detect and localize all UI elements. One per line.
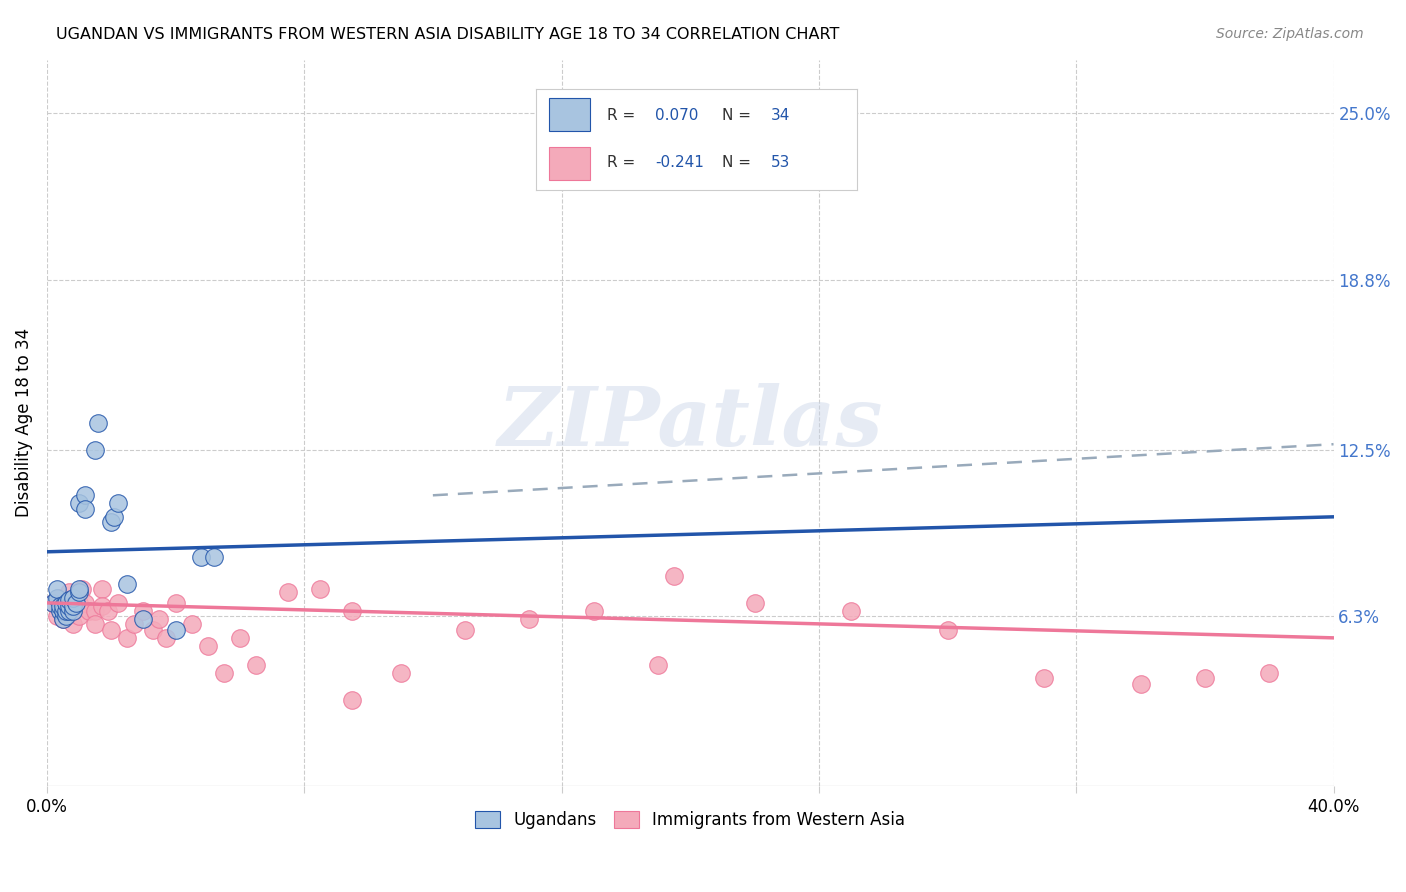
Point	[190, 550, 212, 565]
Point	[58, 604, 80, 618]
Point	[117, 577, 139, 591]
Point	[58, 593, 80, 607]
Point	[75, 596, 97, 610]
Point	[519, 612, 541, 626]
Point	[744, 596, 766, 610]
Point	[49, 591, 72, 605]
Point	[55, 604, 77, 618]
Point	[117, 631, 139, 645]
Point	[58, 585, 80, 599]
Point	[55, 596, 77, 610]
Point	[1129, 676, 1152, 690]
Point	[84, 617, 107, 632]
Point	[55, 596, 77, 610]
Text: UGANDAN VS IMMIGRANTS FROM WESTERN ASIA DISABILITY AGE 18 TO 34 CORRELATION CHAR: UGANDAN VS IMMIGRANTS FROM WESTERN ASIA …	[56, 27, 839, 42]
Point	[67, 596, 90, 610]
Point	[49, 604, 72, 618]
Point	[58, 599, 80, 613]
Point	[245, 657, 267, 672]
Point	[229, 631, 252, 645]
Point	[67, 609, 90, 624]
Point	[45, 609, 67, 624]
Point	[342, 604, 364, 618]
Point	[155, 631, 177, 645]
Point	[67, 582, 90, 597]
Point	[936, 623, 959, 637]
Point	[1258, 665, 1281, 680]
Point	[72, 582, 94, 597]
Point	[582, 114, 605, 128]
Point	[52, 604, 75, 618]
Point	[52, 604, 75, 618]
Point	[100, 623, 122, 637]
Point	[45, 582, 67, 597]
Point	[165, 596, 187, 610]
Point	[1033, 671, 1056, 685]
Point	[49, 599, 72, 613]
Text: Source: ZipAtlas.com: Source: ZipAtlas.com	[1216, 27, 1364, 41]
Point	[107, 496, 129, 510]
Point	[582, 604, 605, 618]
Point	[277, 585, 299, 599]
Point	[77, 604, 100, 618]
Point	[103, 509, 125, 524]
Point	[342, 692, 364, 706]
Point	[389, 665, 412, 680]
Point	[90, 582, 112, 597]
Point	[309, 582, 332, 597]
Point	[42, 596, 65, 610]
Point	[97, 604, 120, 618]
Point	[62, 599, 84, 613]
Point	[132, 604, 155, 618]
Point	[87, 416, 110, 430]
Point	[52, 612, 75, 626]
Point	[62, 604, 84, 618]
Point	[142, 623, 165, 637]
Point	[84, 604, 107, 618]
Point	[55, 609, 77, 624]
Point	[55, 609, 77, 624]
Point	[75, 501, 97, 516]
Point	[197, 639, 219, 653]
Point	[65, 596, 87, 610]
Point	[58, 599, 80, 613]
Point	[42, 596, 65, 610]
Point	[202, 550, 225, 565]
Y-axis label: Disability Age 18 to 34: Disability Age 18 to 34	[15, 328, 32, 517]
Point	[165, 623, 187, 637]
Point	[100, 515, 122, 529]
Point	[662, 569, 685, 583]
Point	[454, 623, 477, 637]
Point	[148, 612, 170, 626]
Point	[212, 665, 235, 680]
Text: ZIPatlas: ZIPatlas	[498, 383, 883, 463]
Point	[62, 617, 84, 632]
Point	[67, 585, 90, 599]
Point	[62, 604, 84, 618]
Point	[839, 604, 862, 618]
Point	[67, 496, 90, 510]
Point	[84, 442, 107, 457]
Point	[75, 488, 97, 502]
Point	[52, 599, 75, 613]
Point	[65, 596, 87, 610]
Point	[180, 617, 202, 632]
Point	[107, 596, 129, 610]
Point	[52, 612, 75, 626]
Point	[122, 617, 145, 632]
Point	[1194, 671, 1216, 685]
Point	[45, 591, 67, 605]
Legend: Ugandans, Immigrants from Western Asia: Ugandans, Immigrants from Western Asia	[468, 804, 911, 836]
Point	[90, 599, 112, 613]
Point	[62, 591, 84, 605]
Point	[647, 657, 669, 672]
Point	[132, 612, 155, 626]
